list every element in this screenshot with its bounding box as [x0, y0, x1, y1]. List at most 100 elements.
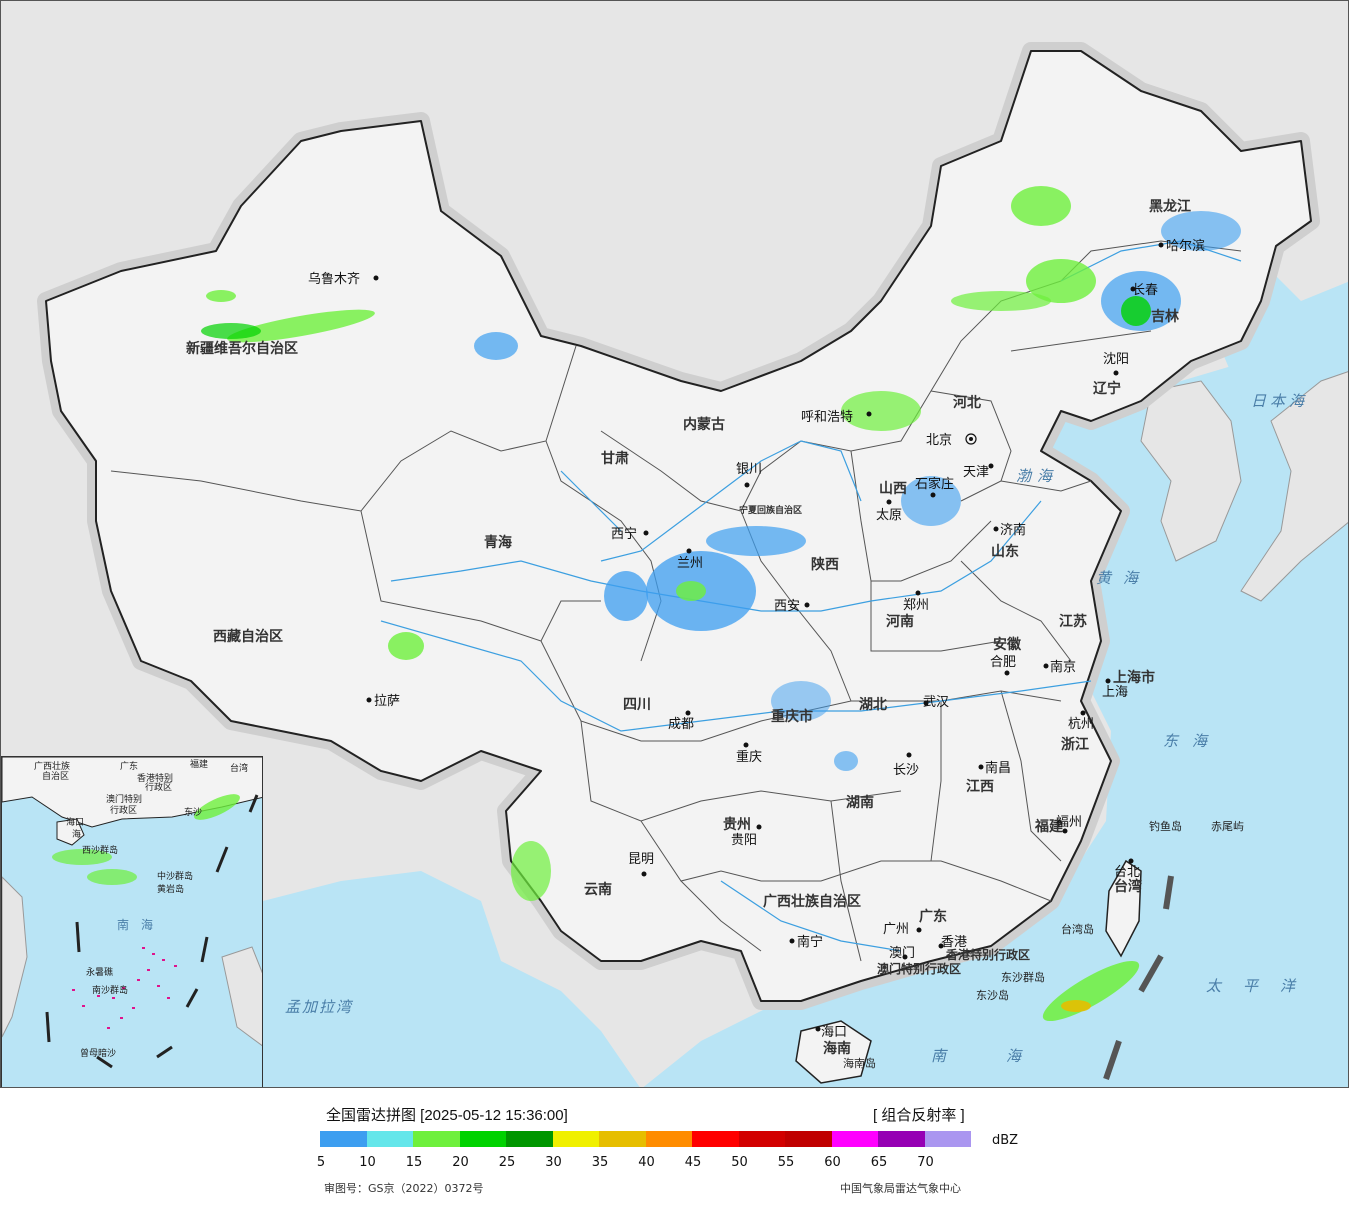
- city-label: 哈尔滨: [1166, 238, 1205, 254]
- province-label: 黑龙江: [1149, 198, 1191, 215]
- province-label: 江苏: [1059, 613, 1087, 630]
- color-scale-cell: [459, 1131, 506, 1147]
- color-scale-tick: 15: [405, 1155, 423, 1170]
- sea-label: 渤海: [1016, 467, 1058, 485]
- province-label: 澳门特别行政区: [877, 961, 961, 976]
- inset-label: 南沙群岛: [92, 984, 128, 996]
- province-label: 甘肃: [601, 450, 629, 467]
- inset-label: 黄岩岛: [157, 883, 184, 895]
- city-label: 海口: [821, 1025, 847, 1040]
- city-label: 重庆: [736, 749, 762, 765]
- sea-label: 南海: [931, 1047, 1081, 1065]
- legend-product: [ 组合反射率 ]: [873, 1107, 965, 1124]
- city-label: 郑州: [903, 598, 929, 613]
- city-label: 银川: [736, 462, 762, 477]
- sea-label: 孟加拉湾: [285, 998, 354, 1016]
- inset-canvas: 广西壮族 自治区 广东 福建 台湾 香港特别 行政区 澳门特别 行政区 东沙 海…: [2, 757, 262, 1069]
- color-scale-tick: 55: [777, 1155, 795, 1170]
- city-label: 济南: [1000, 522, 1026, 538]
- city-label: 长沙: [893, 763, 919, 778]
- color-scale-cell: [738, 1131, 785, 1147]
- radar-map: 新疆维吾尔自治区 西藏自治区 青海 甘肃 内蒙古 宁夏回族自治区 陕西 山西 河…: [0, 0, 1349, 1088]
- city-label: 兰州: [677, 556, 703, 571]
- city-label: 南京: [1050, 659, 1076, 675]
- province-label: 青海: [484, 534, 512, 551]
- china-mainland: [45, 50, 1312, 1002]
- province-label: 河南: [886, 613, 914, 630]
- province-label: 陕西: [811, 556, 839, 573]
- island-label: 海南岛: [843, 1056, 876, 1070]
- city-label: 杭州: [1068, 717, 1094, 732]
- city-label: 广州: [883, 922, 909, 937]
- city-label: 乌鲁木齐: [308, 271, 360, 287]
- province-label: 重庆市: [771, 708, 813, 725]
- color-scale-cell: [924, 1131, 971, 1147]
- approval-number: 审图号：GS京（2022）0372号: [324, 1182, 484, 1195]
- island-label: 东沙岛: [976, 988, 1009, 1002]
- color-scale-cell: [366, 1131, 413, 1147]
- inset-label: 永暑礁: [86, 966, 113, 978]
- province-borders: [110, 240, 1242, 962]
- province-label: 河北: [953, 394, 981, 411]
- province-label: 贵州: [723, 816, 751, 833]
- inset-label: 自治区: [42, 770, 69, 782]
- color-scale-cell: [878, 1131, 925, 1147]
- inset-label: 香港特别: [137, 772, 173, 784]
- island-label: 东沙群岛: [1001, 970, 1045, 984]
- province-label: 内蒙古: [683, 416, 725, 433]
- inset-label: 西沙群岛: [82, 844, 118, 856]
- inset-label: 东沙: [184, 806, 202, 818]
- city-label: 北京: [926, 433, 952, 448]
- city-label: 沈阳: [1103, 352, 1129, 367]
- inset-label: 台湾: [230, 762, 248, 774]
- city-label: 贵阳: [731, 833, 757, 848]
- color-scale-tick: 45: [684, 1155, 702, 1170]
- inset-label: 南海: [117, 917, 165, 932]
- island-label: 钓鱼岛: [1149, 819, 1182, 833]
- city-label: 呼和浩特: [801, 410, 853, 425]
- japan-islands: [1240, 371, 1348, 602]
- city-label: 石家庄: [915, 476, 954, 492]
- sea-label: 太平洋: [1206, 977, 1317, 995]
- inset-label: 中沙群岛: [157, 870, 193, 882]
- color-scale-tick: 10: [359, 1155, 376, 1170]
- province-label: 广西壮族自治区: [763, 893, 861, 910]
- province-label: 江西: [966, 778, 994, 795]
- inset-label: 曾母暗沙: [80, 1047, 116, 1059]
- province-label: 福建: [1034, 818, 1063, 835]
- color-scale-cell: [785, 1131, 832, 1147]
- city-label: 福州: [1056, 815, 1082, 830]
- map-canvas: 新疆维吾尔自治区 西藏自治区 青海 甘肃 内蒙古 宁夏回族自治区 陕西 山西 河…: [37, 42, 1348, 1087]
- boundary-dashes: [1103, 875, 1174, 1080]
- city-label: 合肥: [990, 655, 1016, 670]
- inset-label: 行政区: [110, 804, 137, 816]
- city-label: 澳门: [889, 945, 915, 961]
- color-scale-tick: 60: [824, 1155, 841, 1170]
- color-scale-tick: 30: [545, 1155, 562, 1170]
- inset-label: 海口: [66, 816, 84, 828]
- province-label: 台湾: [1114, 878, 1142, 895]
- island-label: 赤尾屿: [1211, 820, 1244, 833]
- city-label: 成都: [668, 717, 694, 732]
- color-scale-tick: 50: [731, 1155, 748, 1170]
- color-scale-bar: [320, 1131, 971, 1147]
- city-label: 上海: [1102, 685, 1128, 700]
- color-scale-cell: [831, 1131, 878, 1147]
- city-label: 西宁: [611, 526, 637, 542]
- color-scale-tick: 20: [452, 1155, 469, 1170]
- color-scale-cell: [692, 1131, 739, 1147]
- city-labels: 乌鲁木齐 拉萨 西宁 兰州 银川 呼和浩特 北京 天津 石家庄 太原 济南 西安…: [308, 238, 1205, 1040]
- color-scale-cell: [320, 1131, 367, 1147]
- radar-echoes: [201, 186, 1241, 1022]
- sea-label: 日本海: [1251, 392, 1308, 410]
- province-label: 宁夏回族自治区: [739, 504, 802, 516]
- color-scale-cell: [506, 1131, 553, 1147]
- inset-label: 海: [72, 828, 81, 840]
- city-label: 太原: [876, 508, 902, 523]
- province-label: 四川: [623, 697, 651, 713]
- province-label: 云南: [584, 881, 612, 898]
- city-label: 南宁: [797, 934, 823, 950]
- province-label: 山东: [991, 543, 1019, 560]
- island-labels: 钓鱼岛 赤尾屿 台湾岛 东沙群岛 东沙岛 海南岛: [843, 819, 1244, 1070]
- legend-unit: dBZ: [992, 1133, 1019, 1148]
